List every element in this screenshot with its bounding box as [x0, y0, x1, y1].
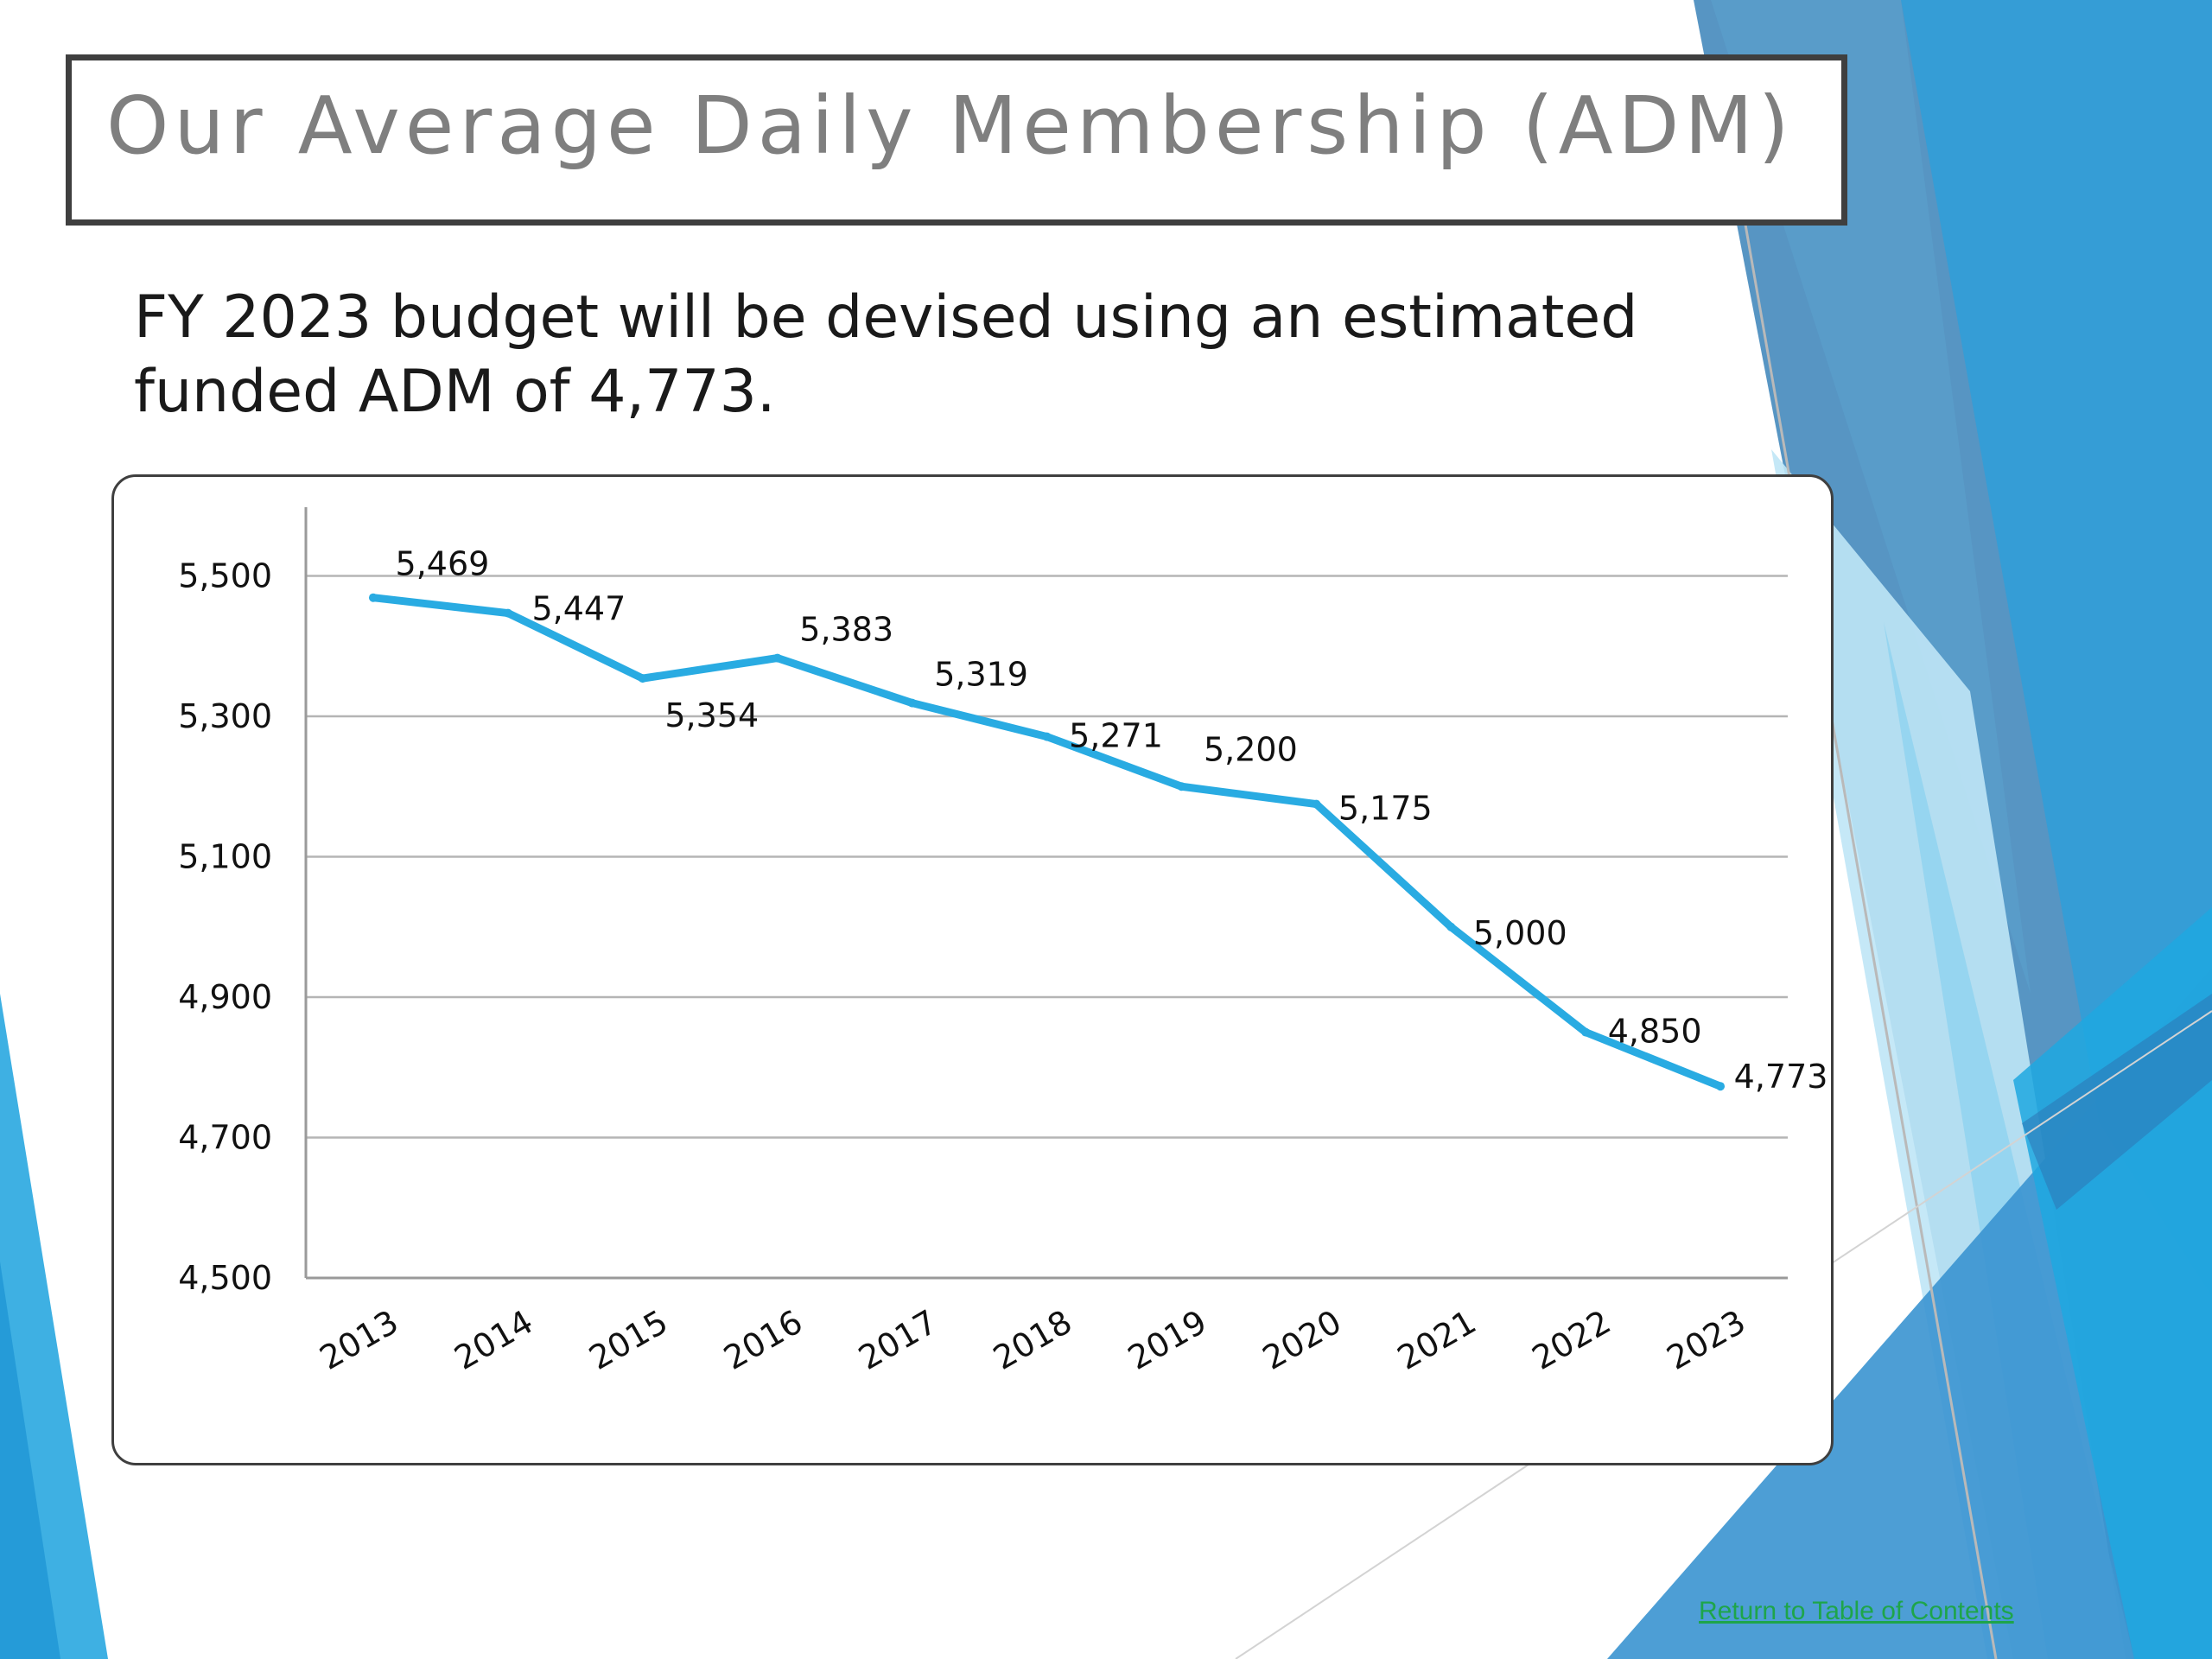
title-box: Our Average Daily Membership (ADM) [66, 54, 1847, 226]
subtitle-line-1: FY 2023 budget will be devised using an … [134, 283, 1638, 352]
data-label: 4,850 [1608, 1013, 1702, 1051]
x-tick-label: 2023 [1661, 1303, 1752, 1377]
y-tick-label: 5,100 [178, 838, 272, 876]
subtitle-line-2: funded ADM of 4,773. [134, 358, 776, 426]
data-point [1312, 799, 1321, 809]
y-tick-labels: 4,500 4,700 4,900 5,100 5,300 5,500 [178, 557, 272, 1298]
data-point [1716, 1082, 1726, 1091]
x-tick-labels: 2013 2014 2015 2016 2017 2018 2019 2020 2021 2022… [314, 1303, 1752, 1377]
data-label: 5,175 [1338, 790, 1433, 828]
x-tick-label: 2019 [1122, 1303, 1213, 1377]
data-point [1177, 782, 1186, 791]
data-label: 5,271 [1069, 717, 1163, 755]
return-to-toc-link[interactable]: Return to Table of Contents [1699, 1597, 2014, 1625]
y-tick-label: 4,700 [178, 1119, 272, 1157]
data-label: 4,773 [1734, 1058, 1828, 1096]
data-point [1042, 732, 1052, 741]
data-point [368, 593, 378, 602]
chart-frame: 4,500 4,700 4,900 5,100 5,300 5,500 2013 2014 2… [111, 474, 1834, 1465]
series-line [369, 594, 1725, 1090]
y-tick-label: 5,300 [178, 697, 272, 735]
x-tick-label: 2013 [314, 1303, 405, 1377]
data-label: 5,000 [1473, 914, 1567, 952]
data-point [638, 674, 647, 683]
data-point [907, 698, 917, 708]
page-title: Our Average Daily Membership (ADM) [106, 79, 1795, 172]
data-point [1446, 922, 1456, 931]
data-label: 5,383 [799, 611, 893, 649]
data-label: 5,469 [396, 545, 490, 583]
subtitle: FY 2023 budget will be devised using an … [134, 281, 1776, 429]
data-point [503, 608, 512, 618]
data-point [1581, 1027, 1591, 1037]
data-label: 5,447 [531, 590, 626, 628]
data-labels: 5,469 5,447 5,354 5,383 5,319 5,271 5,200 5,175… [396, 545, 1828, 1096]
y-tick-label: 4,500 [178, 1259, 272, 1297]
series-layer [368, 593, 1726, 1091]
axes [304, 507, 1788, 1280]
data-point [772, 653, 782, 663]
data-label: 5,319 [934, 656, 1028, 694]
data-label: 5,354 [664, 696, 759, 734]
x-tick-label: 2018 [987, 1303, 1078, 1377]
x-tick-label: 2015 [582, 1303, 674, 1377]
x-tick-label: 2020 [1256, 1303, 1348, 1377]
data-label: 5,200 [1204, 730, 1298, 768]
x-tick-label: 2016 [717, 1303, 809, 1377]
x-tick-label: 2021 [1391, 1303, 1483, 1377]
x-tick-label: 2017 [852, 1303, 944, 1377]
y-tick-label: 4,900 [178, 978, 272, 1016]
y-tick-label: 5,500 [178, 557, 272, 595]
gridlines [306, 575, 1788, 1139]
x-tick-label: 2022 [1526, 1303, 1618, 1377]
x-tick-label: 2014 [448, 1303, 539, 1377]
